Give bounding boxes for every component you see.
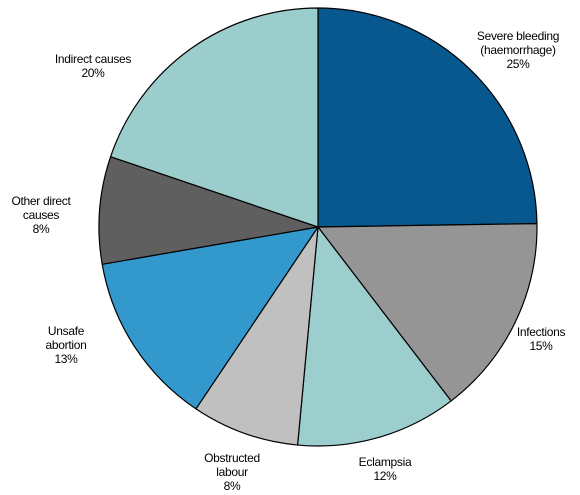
- slice-label-line: Eclampsia: [359, 455, 412, 469]
- slice-label-line: Obstructed: [204, 451, 260, 465]
- slice-label-line: 13%: [54, 352, 78, 366]
- slice-label: Eclampsia 12%: [359, 455, 412, 483]
- pie-slice: [317, 222, 538, 402]
- pie-labels: Severe bleeding (haemorrhage) 25% Infection…: [11, 29, 565, 493]
- slice-label: Infections 15%: [517, 325, 566, 353]
- pie-slice: [296, 226, 452, 447]
- slice-label-line: 12%: [373, 469, 397, 483]
- pie-slice: [109, 7, 319, 228]
- slice-label-line: Severe bleeding: [477, 29, 559, 43]
- slice-label-line: Other direct: [11, 194, 71, 208]
- slice-label: Severe bleeding (haemorrhage) 25%: [477, 29, 559, 71]
- slice-label: Other direct causes 8%: [11, 194, 71, 236]
- slice-label-line: causes: [23, 208, 60, 222]
- slice-label: Obstructed labour 8%: [204, 451, 260, 493]
- pie-slices: [98, 7, 538, 447]
- slice-label: Unsafe abortion 13%: [46, 324, 87, 366]
- pie-slice: [195, 226, 319, 446]
- slice-label-line: Unsafe: [48, 324, 85, 338]
- pie-slice: [101, 226, 319, 410]
- slice-label-line: labour: [216, 465, 248, 479]
- slice-label-line: 15%: [529, 339, 553, 353]
- slice-label: Indirect causes 20%: [55, 52, 132, 80]
- slice-label-line: 25%: [506, 57, 530, 71]
- pie-slice: [98, 156, 319, 265]
- slice-label-line: 8%: [224, 479, 241, 493]
- slice-label-line: (haemorrhage): [480, 43, 556, 57]
- pie-slice: [317, 7, 538, 228]
- slice-label-line: abortion: [46, 338, 87, 352]
- slice-label-line: 20%: [81, 66, 105, 80]
- slice-label-line: 8%: [33, 222, 50, 236]
- slice-label-line: Infections: [517, 325, 566, 339]
- slice-label-line: Indirect causes: [55, 52, 132, 66]
